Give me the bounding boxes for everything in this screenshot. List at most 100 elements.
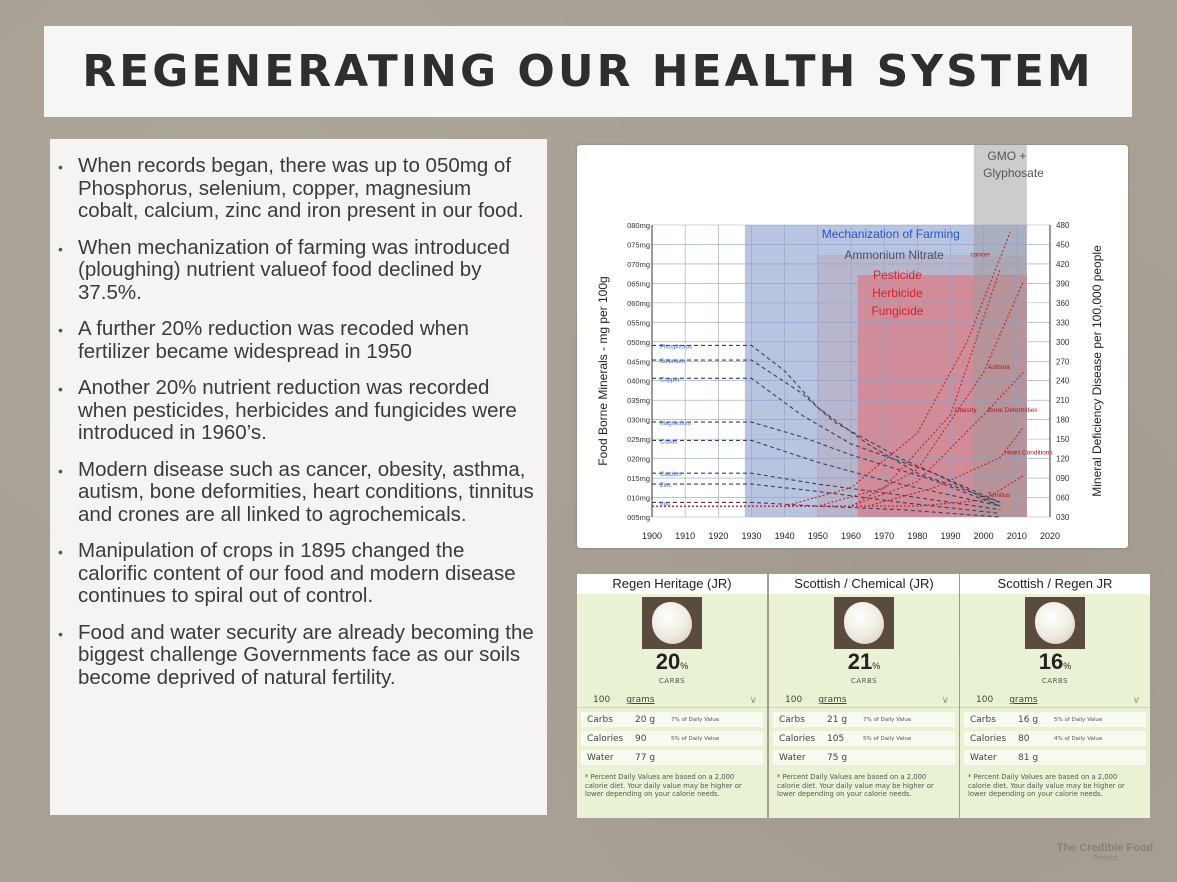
- chart-svg: 1900 1910 1920 1930 1940 1950 1960 1970 1980 1990…: [596, 145, 1104, 541]
- nutrition-card: Scottish / Chemical (JR) 21% CARBS 100 gr…: [769, 574, 959, 818]
- y-right-tick-label: 450: [1056, 240, 1070, 249]
- bullet-item: • Another 20% nutrient reduction was reco…: [58, 376, 517, 444]
- nutrient-row: Water 81 g: [964, 750, 1146, 765]
- x-tick-label: 1930: [741, 531, 761, 541]
- mineral-series-line: [652, 359, 1001, 503]
- card-title: Scottish / Regen JR: [960, 574, 1150, 594]
- mineral-series-label: Zinc: [660, 483, 671, 489]
- x-tick-label: 1940: [775, 531, 795, 541]
- disease-series-label: cancer: [970, 252, 990, 259]
- disease-series-line: [652, 426, 1024, 507]
- portion-select[interactable]: 100 grams ∨: [960, 693, 1150, 708]
- carbs-percent: 21%: [847, 649, 881, 674]
- y-right-tick-label: 330: [1056, 318, 1070, 327]
- mineral-series-line: [652, 501, 1001, 518]
- disease-series-label: Tinnitus: [988, 492, 1011, 499]
- chevron-down-icon: ∨: [749, 694, 757, 706]
- mineral-series-label: Copper: [660, 377, 680, 383]
- y-left-tick-label: 075mg: [627, 240, 650, 249]
- bullet-list: • When records began, there was up to 050…: [50, 139, 547, 689]
- nutrient-row: Water 75 g: [773, 750, 955, 765]
- y-left-tick-label: 065mg: [627, 279, 650, 288]
- era-label-glyphosate: Glyphosate: [983, 166, 1044, 180]
- x-tick-label: 2010: [1007, 531, 1027, 541]
- nutrition-card: Regen Heritage (JR) 20% CARBS 100 grams ∨ …: [577, 574, 767, 818]
- card-title: Scottish / Chemical (JR): [769, 574, 959, 594]
- y-left-tick-label: 035mg: [627, 396, 650, 405]
- bullet-panel: • When records began, there was up to 050…: [50, 139, 547, 815]
- mineral-series-line: [652, 472, 1001, 511]
- page-title: REGENERATING OUR HEALTH SYSTEM: [82, 46, 1094, 97]
- disease-series-label: Asthma: [988, 364, 1010, 371]
- disease-series-label: Obesity: [955, 407, 978, 414]
- y-right-tick-label: 090: [1056, 474, 1070, 483]
- y-right-tick-label: 060: [1056, 494, 1070, 503]
- mineral-series-line: [652, 421, 1001, 507]
- nutrition-card: Scottish / Regen JR 16% CARBS 100 grams ∨ …: [960, 574, 1150, 818]
- x-tick-label: 1900: [642, 531, 662, 541]
- carbs-label: CARBS: [1041, 677, 1069, 685]
- era-label-gmo: GMO +: [987, 149, 1026, 163]
- potato-photo: [642, 597, 702, 649]
- era-band-gmo: [973, 145, 1027, 517]
- nutrient-row: Calories 105 5% of Daily Value: [773, 731, 955, 746]
- footnote: * Percent Daily Values are based on a 2,…: [968, 773, 1125, 798]
- y-left-tick-label: 030mg: [627, 416, 650, 425]
- y-right-tick-label: 120: [1056, 455, 1070, 464]
- bullet-item: • Modern disease such as cancer, obesity,…: [58, 457, 534, 526]
- carbs-label: CARBS: [658, 677, 686, 685]
- era-label-herbicide: Herbicide: [872, 286, 923, 300]
- card-title: Regen Heritage (JR): [577, 574, 767, 594]
- nutrient-row: Water 77 g: [581, 750, 763, 765]
- mineral-series-label: Calcium: [660, 472, 682, 478]
- potato-image: [1035, 602, 1075, 644]
- mineral-series-label: Cobalt: [660, 439, 678, 445]
- y-right-tick-label: 390: [1056, 279, 1070, 288]
- portion-select[interactable]: 100 grams ∨: [577, 693, 767, 708]
- y-left-tick-label: 060mg: [627, 299, 650, 308]
- disease-series-line: [652, 232, 1011, 507]
- mineral-series-label: Selenium: [660, 359, 685, 365]
- y-right-axis-label: Mineral Deficiency Disease per 100,000 p…: [1090, 245, 1104, 497]
- y-right-tick-label: 300: [1056, 338, 1070, 347]
- mineral-series-line: [652, 344, 1001, 503]
- y-right-tick-label: 360: [1056, 299, 1070, 308]
- y-left-tick-label: 005mg: [627, 513, 650, 522]
- x-tick-label: 2020: [1040, 531, 1060, 541]
- y-left-tick-label: 010mg: [627, 494, 650, 503]
- y-right-tick-label: 150: [1056, 435, 1070, 444]
- y-right-tick-label: 480: [1056, 221, 1070, 230]
- bullet-item: • Manipulation of crops in 1895 changed t…: [58, 539, 516, 607]
- disease-series-line: [652, 268, 1001, 507]
- y-left-tick-label: 070mg: [627, 260, 650, 269]
- y-right-tick-label: 270: [1056, 357, 1070, 366]
- y-left-tick-label: 045mg: [627, 357, 650, 366]
- y-right-tick-label: 240: [1056, 377, 1070, 386]
- chevron-down-icon: ∨: [941, 694, 949, 706]
- disease-series-line: [652, 475, 1024, 507]
- carbs-label: CARBS: [850, 677, 878, 685]
- era-label-mechanization: Mechanization of Farming: [822, 227, 960, 241]
- bullet-item: • When records began, there was up to 050…: [58, 154, 524, 222]
- mineral-disease-chart: 1900 1910 1920 1930 1940 1950 1960 1970 1980 1990…: [577, 145, 1128, 548]
- title-banner: REGENERATING OUR HEALTH SYSTEM: [44, 26, 1132, 117]
- era-label-fungicide: Fungicide: [871, 304, 923, 318]
- y-left-tick-label: 015mg: [627, 474, 650, 483]
- x-tick-label: 1990: [940, 531, 960, 541]
- carbs-percent: 20%: [655, 649, 689, 674]
- mineral-series-line: [652, 377, 1001, 507]
- y-right-tick-label: 030: [1056, 513, 1070, 522]
- y-left-tick-label: 050mg: [627, 338, 650, 347]
- portion-select[interactable]: 100 grams ∨: [769, 693, 959, 708]
- y-left-tick-label: 080mg: [627, 221, 650, 230]
- y-left-tick-label: 020mg: [627, 455, 650, 464]
- y-left-tick-label: 025mg: [627, 435, 650, 444]
- x-tick-label: 1950: [808, 531, 828, 541]
- nutrient-row: Calories 90 5% of Daily Value: [581, 731, 763, 746]
- mineral-series-line: [652, 439, 1001, 507]
- bullet-item: • When mechanization of farming was intro…: [58, 235, 510, 304]
- potato-image: [652, 602, 692, 644]
- y-right-tick-label: 210: [1056, 396, 1070, 405]
- disease-series-label: Heart Conditions: [1004, 449, 1053, 456]
- potato-photo: [834, 597, 894, 649]
